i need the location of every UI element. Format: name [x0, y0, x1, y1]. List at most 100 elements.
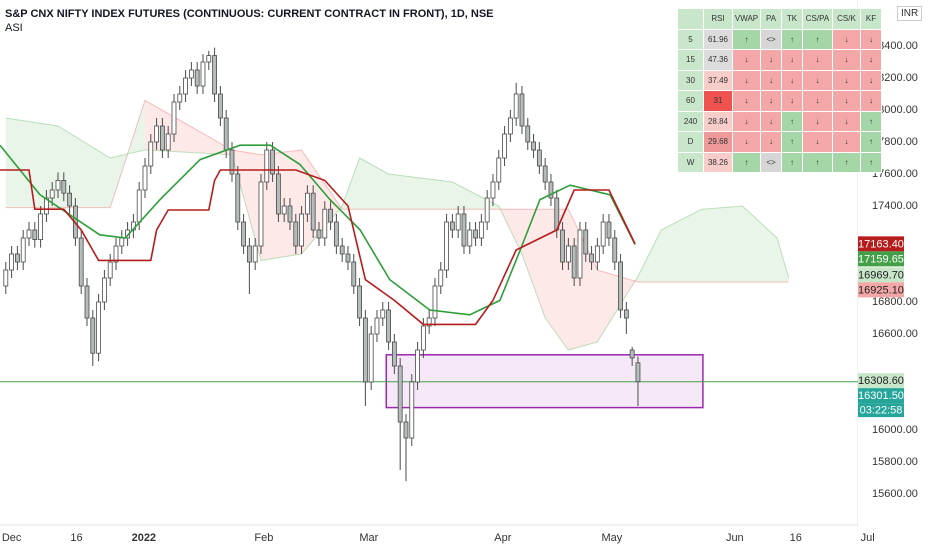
candle-body: [264, 149, 270, 183]
currency-label[interactable]: INR: [897, 6, 923, 21]
table-cell: ↓: [832, 28, 861, 50]
y-tick-label: 18000.00: [872, 104, 918, 116]
y-tick-label: 16600.00: [872, 328, 918, 340]
y-tick-label: 18200.00: [872, 72, 918, 84]
candle-body: [594, 245, 600, 263]
table-cell: ↓: [760, 131, 782, 153]
table-row: 15 47.36 ↓ ↓ ↓ ↓ ↓ ↓: [677, 49, 882, 71]
candle-body: [357, 285, 362, 319]
candle-body: [583, 229, 589, 255]
price-label: 17159.65: [858, 253, 904, 265]
table-cell: D: [677, 131, 704, 153]
table-cell: ↑: [860, 110, 882, 132]
table-cell: 37.49: [703, 69, 733, 91]
candle-body: [507, 117, 513, 135]
x-tick-label: Jun: [726, 532, 744, 544]
candle-body: [403, 421, 409, 439]
table-row: 60 31 ↓ ↓ ↓ ↓ ↓ ↓: [677, 90, 882, 112]
y-tick-label: 17800.00: [872, 136, 918, 148]
candle-body: [14, 253, 20, 263]
candle-body: [589, 253, 594, 263]
indicator-name: ASI: [5, 22, 23, 34]
table-cell: ↓: [802, 69, 833, 91]
cloud-segment: [637, 230, 662, 282]
x-tick-label: Mar: [359, 532, 378, 544]
table-header: RSI VWAP PA TK CS/PA CS/K KF: [677, 8, 882, 30]
candle-body: [165, 133, 171, 151]
candle-body: [386, 309, 391, 343]
price-label: 16925.10: [858, 284, 904, 296]
table-cell: 28.84: [703, 110, 733, 132]
table-cell: ↓: [781, 90, 803, 112]
candle-body: [49, 189, 55, 199]
table-cell: ↓: [732, 110, 761, 132]
candle-body: [461, 213, 467, 247]
candle-body: [600, 221, 606, 247]
candle-body: [113, 245, 119, 263]
table-cell: <>: [760, 151, 782, 173]
candle-body: [478, 221, 484, 239]
cloud-segment: [57, 126, 111, 208]
table-cell: 61.96: [703, 28, 733, 50]
table-cell: ↑: [781, 28, 803, 50]
signal-table: RSI VWAP PA TK CS/PA CS/K KF 5 61.96 ↑ <> ↑ ↑ ↓ ↓ 15 47.…: [677, 8, 882, 173]
table-cell: ↑: [781, 131, 803, 153]
cloud-span-b: [5, 99, 789, 283]
candle-body: [177, 93, 183, 103]
candle-body: [560, 229, 565, 263]
candle-body: [635, 362, 641, 383]
candle-body: [3, 269, 9, 287]
cloud-segment: [597, 270, 638, 342]
candle-body: [223, 117, 229, 151]
candle-body: [26, 229, 32, 239]
x-tick-label: 16: [790, 532, 802, 544]
chart-title: S&P CNX NIFTY INDEX FUTURES (CONTINUOUS:…: [5, 8, 494, 20]
table-cell: PA: [760, 8, 782, 30]
candle-body: [119, 237, 125, 247]
table-cell: ↑: [781, 110, 803, 132]
candle-body: [67, 192, 72, 207]
candle-body: [148, 141, 154, 167]
candle-body: [536, 149, 542, 167]
candle-body: [171, 101, 177, 135]
candle-body: [438, 269, 444, 287]
y-tick-label: 17400.00: [872, 200, 918, 212]
candle-body: [9, 253, 14, 271]
candle-body: [241, 221, 246, 247]
candle-body: [531, 141, 536, 151]
table-cell: ↓: [781, 69, 803, 91]
candle-body: [374, 317, 380, 335]
candle-body: [188, 69, 194, 79]
table-cell: ↓: [832, 110, 861, 132]
candle-body: [397, 365, 403, 423]
candle-body: [606, 221, 612, 239]
table-cell: TK: [781, 8, 803, 30]
table-cell: 47.36: [703, 49, 733, 71]
table-cell: ↑: [860, 151, 882, 173]
price-label-bg: [858, 267, 904, 283]
cloud-segment: [110, 100, 145, 208]
y-tick-label: 16000.00: [872, 424, 918, 436]
table-cell: ↓: [802, 110, 833, 132]
price-label-bg: [858, 388, 904, 404]
table-cell: 30: [677, 69, 704, 91]
table-cell: [677, 8, 704, 30]
candle-body: [304, 192, 310, 215]
countdown-bg: [858, 403, 904, 418]
table-cell: ↓: [832, 49, 861, 71]
y-tick-label: 18400.00: [872, 40, 918, 52]
candle-body: [571, 245, 577, 279]
price-label: 16308.60: [858, 375, 904, 387]
candle-body: [513, 93, 519, 119]
candle-body: [235, 173, 241, 223]
table-cell: ↓: [802, 131, 833, 153]
cloud-segment: [342, 158, 360, 210]
candle-body: [519, 93, 525, 127]
table-cell: ↑: [860, 131, 882, 153]
candle-body: [61, 179, 67, 194]
table-cell: CS/PA: [802, 8, 833, 30]
candle-body: [328, 208, 333, 223]
candle-body: [78, 237, 84, 287]
table-cell: 5: [677, 28, 704, 50]
